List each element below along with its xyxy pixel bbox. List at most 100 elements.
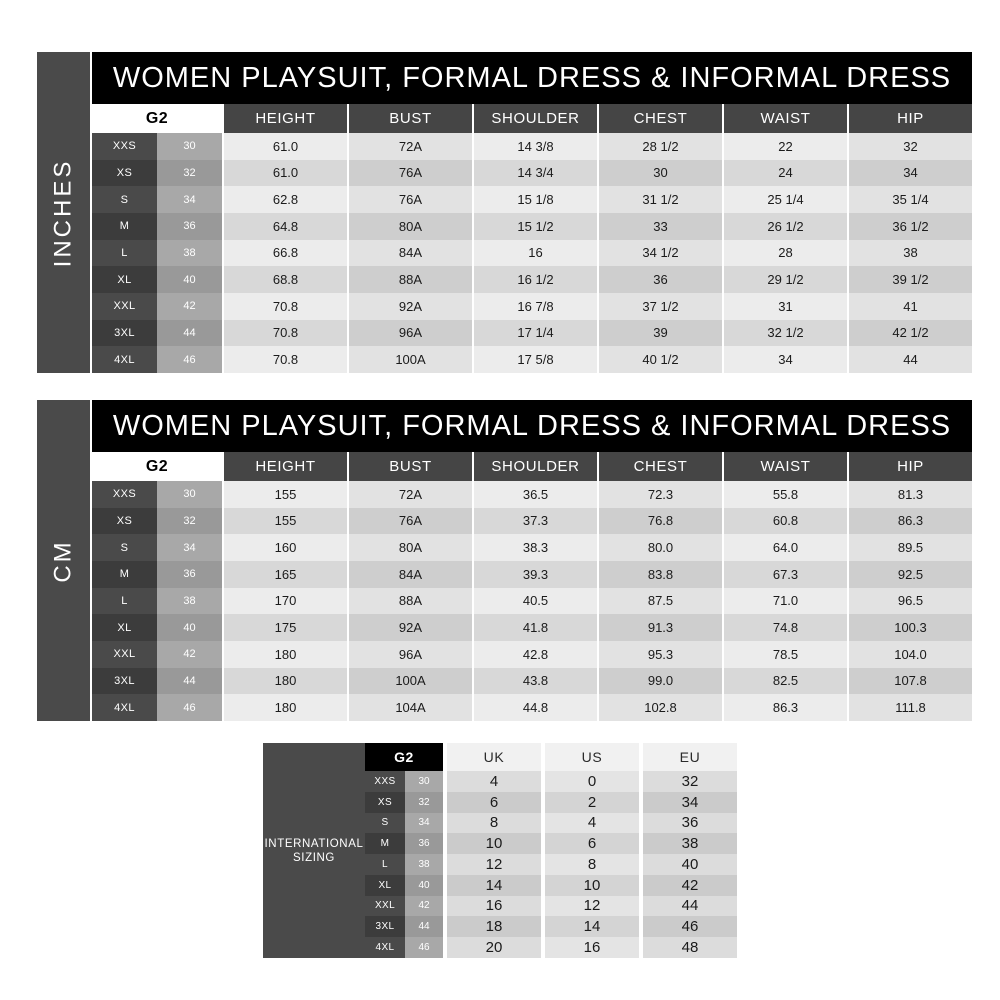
value-cell: 4 xyxy=(541,812,639,834)
value-cell: 67.3 xyxy=(722,560,847,588)
value-cell: 91.3 xyxy=(597,614,722,641)
size-number-cell: 42 xyxy=(157,292,222,320)
value-cell: 80A xyxy=(347,212,472,240)
value-cell: 36.5 xyxy=(472,481,597,508)
size-label-cell: S xyxy=(92,534,157,561)
value-cell: 104.0 xyxy=(847,640,972,668)
size-number-cell: 38 xyxy=(157,239,222,267)
value-cell: 14 3/4 xyxy=(472,159,597,187)
international-table-grid: G2 UK US EU XXS 30 4 0 32 XS 32 6 2 34 S 34 8 4 36 M 36 10 6 3… xyxy=(365,743,737,958)
size-label-cell: XXS xyxy=(92,133,157,160)
value-cell: 72.3 xyxy=(597,481,722,508)
value-cell: 100.3 xyxy=(847,614,972,641)
column-header-hip: HIP xyxy=(847,452,972,481)
value-cell: 37 1/2 xyxy=(597,292,722,320)
value-cell: 15 1/2 xyxy=(472,212,597,240)
inches-unit-bar: INCHES xyxy=(37,52,90,373)
value-cell: 42 1/2 xyxy=(847,319,972,347)
size-label-cell: L xyxy=(92,587,157,615)
value-cell: 10 xyxy=(443,833,541,855)
column-header-height: HEIGHT xyxy=(222,104,347,133)
value-cell: 96A xyxy=(347,319,472,347)
value-cell: 8 xyxy=(443,812,541,834)
value-cell: 84A xyxy=(347,239,472,267)
value-cell: 10 xyxy=(541,874,639,896)
value-cell: 6 xyxy=(541,833,639,855)
inches-size-table: INCHES WOMEN PLAYSUIT, FORMAL DRESS & IN… xyxy=(37,52,972,373)
column-header-chest: CHEST xyxy=(597,104,722,133)
size-label-cell: XS xyxy=(92,507,157,535)
size-label-cell: XXS xyxy=(365,771,405,792)
value-cell: 41 xyxy=(847,292,972,320)
value-cell: 160 xyxy=(222,534,347,561)
size-number-cell: 46 xyxy=(405,937,443,958)
value-cell: 34 xyxy=(722,346,847,373)
value-cell: 83.8 xyxy=(597,560,722,588)
value-cell: 8 xyxy=(541,854,639,875)
size-label-cell: XS xyxy=(365,791,405,813)
value-cell: 78.5 xyxy=(722,640,847,668)
value-cell: 34 xyxy=(847,159,972,187)
value-cell: 99.0 xyxy=(597,667,722,695)
size-number-cell: 36 xyxy=(157,560,222,588)
size-number-cell: 42 xyxy=(405,895,443,917)
column-header-hip: HIP xyxy=(847,104,972,133)
value-cell: 17 1/4 xyxy=(472,319,597,347)
value-cell: 92A xyxy=(347,292,472,320)
size-number-cell: 44 xyxy=(157,667,222,695)
value-cell: 61.0 xyxy=(222,133,347,160)
value-cell: 18 xyxy=(443,916,541,938)
value-cell: 39.3 xyxy=(472,560,597,588)
size-number-cell: 34 xyxy=(157,186,222,213)
value-cell: 180 xyxy=(222,640,347,668)
value-cell: 17 5/8 xyxy=(472,346,597,373)
value-cell: 92A xyxy=(347,614,472,641)
value-cell: 41.8 xyxy=(472,614,597,641)
value-cell: 12 xyxy=(541,895,639,917)
cm-unit-label: CM xyxy=(49,538,77,583)
size-number-cell: 32 xyxy=(405,791,443,813)
value-cell: 44 xyxy=(847,346,972,373)
value-cell: 44 xyxy=(639,895,737,917)
size-number-cell: 36 xyxy=(157,212,222,240)
inches-unit-label: INCHES xyxy=(49,158,77,267)
size-number-cell: 38 xyxy=(157,587,222,615)
value-cell: 64.0 xyxy=(722,534,847,561)
size-label-cell: XXL xyxy=(92,640,157,668)
size-label-cell: 4XL xyxy=(92,694,157,721)
value-cell: 25 1/4 xyxy=(722,186,847,213)
size-label-cell: XXL xyxy=(365,895,405,917)
value-cell: 16 xyxy=(472,239,597,267)
value-cell: 80A xyxy=(347,534,472,561)
column-header-uk: UK xyxy=(443,743,541,771)
size-number-cell: 30 xyxy=(157,133,222,160)
value-cell: 29 1/2 xyxy=(722,266,847,293)
value-cell: 66.8 xyxy=(222,239,347,267)
value-cell: 165 xyxy=(222,560,347,588)
size-number-cell: 38 xyxy=(405,854,443,875)
value-cell: 111.8 xyxy=(847,694,972,721)
value-cell: 39 xyxy=(597,319,722,347)
value-cell: 81.3 xyxy=(847,481,972,508)
value-cell: 68.8 xyxy=(222,266,347,293)
value-cell: 92.5 xyxy=(847,560,972,588)
value-cell: 33 xyxy=(597,212,722,240)
column-header-bust: BUST xyxy=(347,104,472,133)
value-cell: 31 xyxy=(722,292,847,320)
value-cell: 61.0 xyxy=(222,159,347,187)
value-cell: 38.3 xyxy=(472,534,597,561)
inches-table-title: WOMEN PLAYSUIT, FORMAL DRESS & INFORMAL … xyxy=(92,52,972,104)
value-cell: 170 xyxy=(222,587,347,615)
value-cell: 16 xyxy=(443,895,541,917)
size-label-cell: 3XL xyxy=(92,319,157,347)
value-cell: 72A xyxy=(347,133,472,160)
size-label-cell: XL xyxy=(92,614,157,641)
column-header-shoulder: SHOULDER xyxy=(472,452,597,481)
value-cell: 6 xyxy=(443,791,541,813)
size-number-cell: 42 xyxy=(157,640,222,668)
value-cell: 102.8 xyxy=(597,694,722,721)
column-header-chest: CHEST xyxy=(597,452,722,481)
value-cell: 46 xyxy=(639,916,737,938)
size-label-cell: XL xyxy=(92,266,157,293)
